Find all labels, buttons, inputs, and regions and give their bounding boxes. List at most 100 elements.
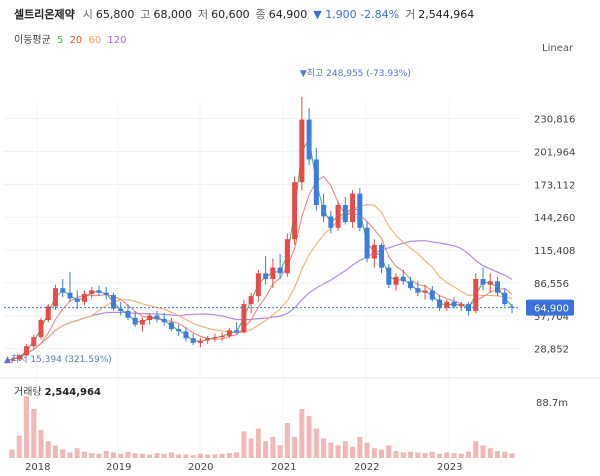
- candle-body[interactable]: [132, 317, 138, 325]
- candle-body[interactable]: [284, 239, 290, 274]
- candle-body[interactable]: [444, 301, 450, 308]
- candle-body[interactable]: [342, 205, 348, 223]
- volume-bar: [219, 453, 225, 458]
- ma-5[interactable]: 5: [57, 35, 64, 46]
- ma120-line: [11, 240, 513, 360]
- candle-body[interactable]: [89, 290, 95, 294]
- ma-60[interactable]: 60: [88, 35, 102, 46]
- volume-bar: [408, 451, 414, 458]
- candle-body[interactable]: [219, 335, 225, 338]
- candle-body[interactable]: [212, 337, 218, 339]
- low-label: 저: [197, 8, 209, 21]
- candle-body[interactable]: [502, 292, 508, 305]
- candle-body[interactable]: [38, 320, 44, 338]
- volume-bar: [429, 451, 435, 458]
- candle-body[interactable]: [487, 281, 493, 285]
- candle-body[interactable]: [96, 290, 102, 293]
- volume-bar: [38, 430, 44, 458]
- volume-bar: [480, 445, 486, 458]
- candle-body[interactable]: [161, 318, 167, 323]
- candle-body[interactable]: [509, 306, 515, 308]
- close-label: 종: [255, 8, 266, 21]
- candle-body[interactable]: [277, 267, 283, 274]
- scale-toggle[interactable]: Linear: [542, 43, 574, 54]
- candle-body[interactable]: [248, 296, 254, 305]
- candle-body[interactable]: [408, 281, 414, 289]
- candle-body[interactable]: [241, 304, 247, 333]
- ma-20[interactable]: 20: [69, 35, 83, 46]
- candle-body[interactable]: [125, 310, 131, 318]
- candle-body[interactable]: [306, 119, 312, 160]
- candle-body[interactable]: [45, 306, 51, 321]
- candle-body[interactable]: [335, 205, 341, 228]
- volume-bar: [234, 452, 240, 458]
- candle-body[interactable]: [415, 288, 421, 293]
- candle-body[interactable]: [429, 290, 435, 300]
- stock-header: 셀트리온제약 시 65,800 고 68,000 저 60,600 종 64,9…: [14, 6, 480, 22]
- low-price: 60,600: [211, 7, 250, 21]
- candle-body[interactable]: [480, 279, 486, 285]
- candle-body[interactable]: [437, 299, 443, 308]
- volume-bar: [110, 452, 116, 458]
- volume-bar: [9, 449, 15, 458]
- candle-body[interactable]: [147, 315, 153, 321]
- candle-body[interactable]: [67, 292, 73, 299]
- candle-body[interactable]: [292, 182, 298, 240]
- candle-body[interactable]: [263, 273, 269, 280]
- candle-body[interactable]: [299, 119, 305, 183]
- candle-body[interactable]: [139, 320, 145, 325]
- candle-body[interactable]: [226, 330, 232, 336]
- x-tick-label: 2020: [188, 462, 213, 473]
- current-price-label: 64,900: [534, 304, 569, 315]
- candle-body[interactable]: [103, 292, 109, 295]
- candle-body[interactable]: [313, 159, 319, 206]
- candle-body[interactable]: [422, 290, 428, 293]
- candle-body[interactable]: [197, 340, 203, 343]
- candle-body[interactable]: [81, 293, 87, 302]
- candle-body[interactable]: [60, 288, 66, 293]
- candle-body[interactable]: [321, 205, 327, 217]
- candle-body[interactable]: [393, 276, 399, 285]
- candle-body[interactable]: [176, 329, 182, 332]
- volume-bar: [154, 453, 160, 458]
- candle-body[interactable]: [328, 216, 334, 228]
- candle-body[interactable]: [74, 298, 80, 302]
- candle-body[interactable]: [16, 355, 22, 360]
- volume-bar: [277, 445, 283, 458]
- candle-body[interactable]: [451, 301, 457, 307]
- candle-body[interactable]: [270, 267, 276, 280]
- candle-body[interactable]: [234, 330, 240, 333]
- candle-body[interactable]: [110, 294, 116, 309]
- volume-bar: [52, 445, 58, 458]
- candle-body[interactable]: [205, 338, 211, 341]
- candle-body[interactable]: [495, 281, 501, 293]
- candle-body[interactable]: [52, 288, 58, 307]
- candle-body[interactable]: [31, 337, 37, 347]
- candle-body[interactable]: [183, 331, 189, 339]
- candle-body[interactable]: [255, 273, 261, 297]
- candle-body[interactable]: [386, 267, 392, 285]
- stock-name: 셀트리온제약: [14, 8, 75, 21]
- volume-bar: [458, 453, 464, 458]
- moving-average-legend[interactable]: 이동평균 5 20 60 120: [14, 31, 130, 46]
- candle-body[interactable]: [168, 322, 174, 330]
- volume-bar: [350, 446, 356, 458]
- candle-body[interactable]: [371, 244, 377, 259]
- candle-body[interactable]: [350, 193, 356, 223]
- volume-bar: [255, 428, 261, 458]
- candle-body[interactable]: [357, 193, 363, 228]
- ma-120[interactable]: 120: [107, 35, 127, 46]
- candle-body[interactable]: [400, 276, 406, 282]
- candle-body[interactable]: [379, 244, 385, 268]
- candle-body[interactable]: [23, 346, 29, 356]
- candle-body[interactable]: [473, 279, 479, 311]
- candle-body[interactable]: [190, 338, 196, 343]
- candle-body[interactable]: [118, 308, 124, 311]
- candle-body[interactable]: [9, 359, 15, 361]
- candle-body[interactable]: [154, 315, 160, 319]
- volume-bar: [190, 455, 196, 458]
- candle-body[interactable]: [364, 227, 370, 259]
- candle-body[interactable]: [458, 304, 464, 307]
- volume-bar: [379, 449, 385, 458]
